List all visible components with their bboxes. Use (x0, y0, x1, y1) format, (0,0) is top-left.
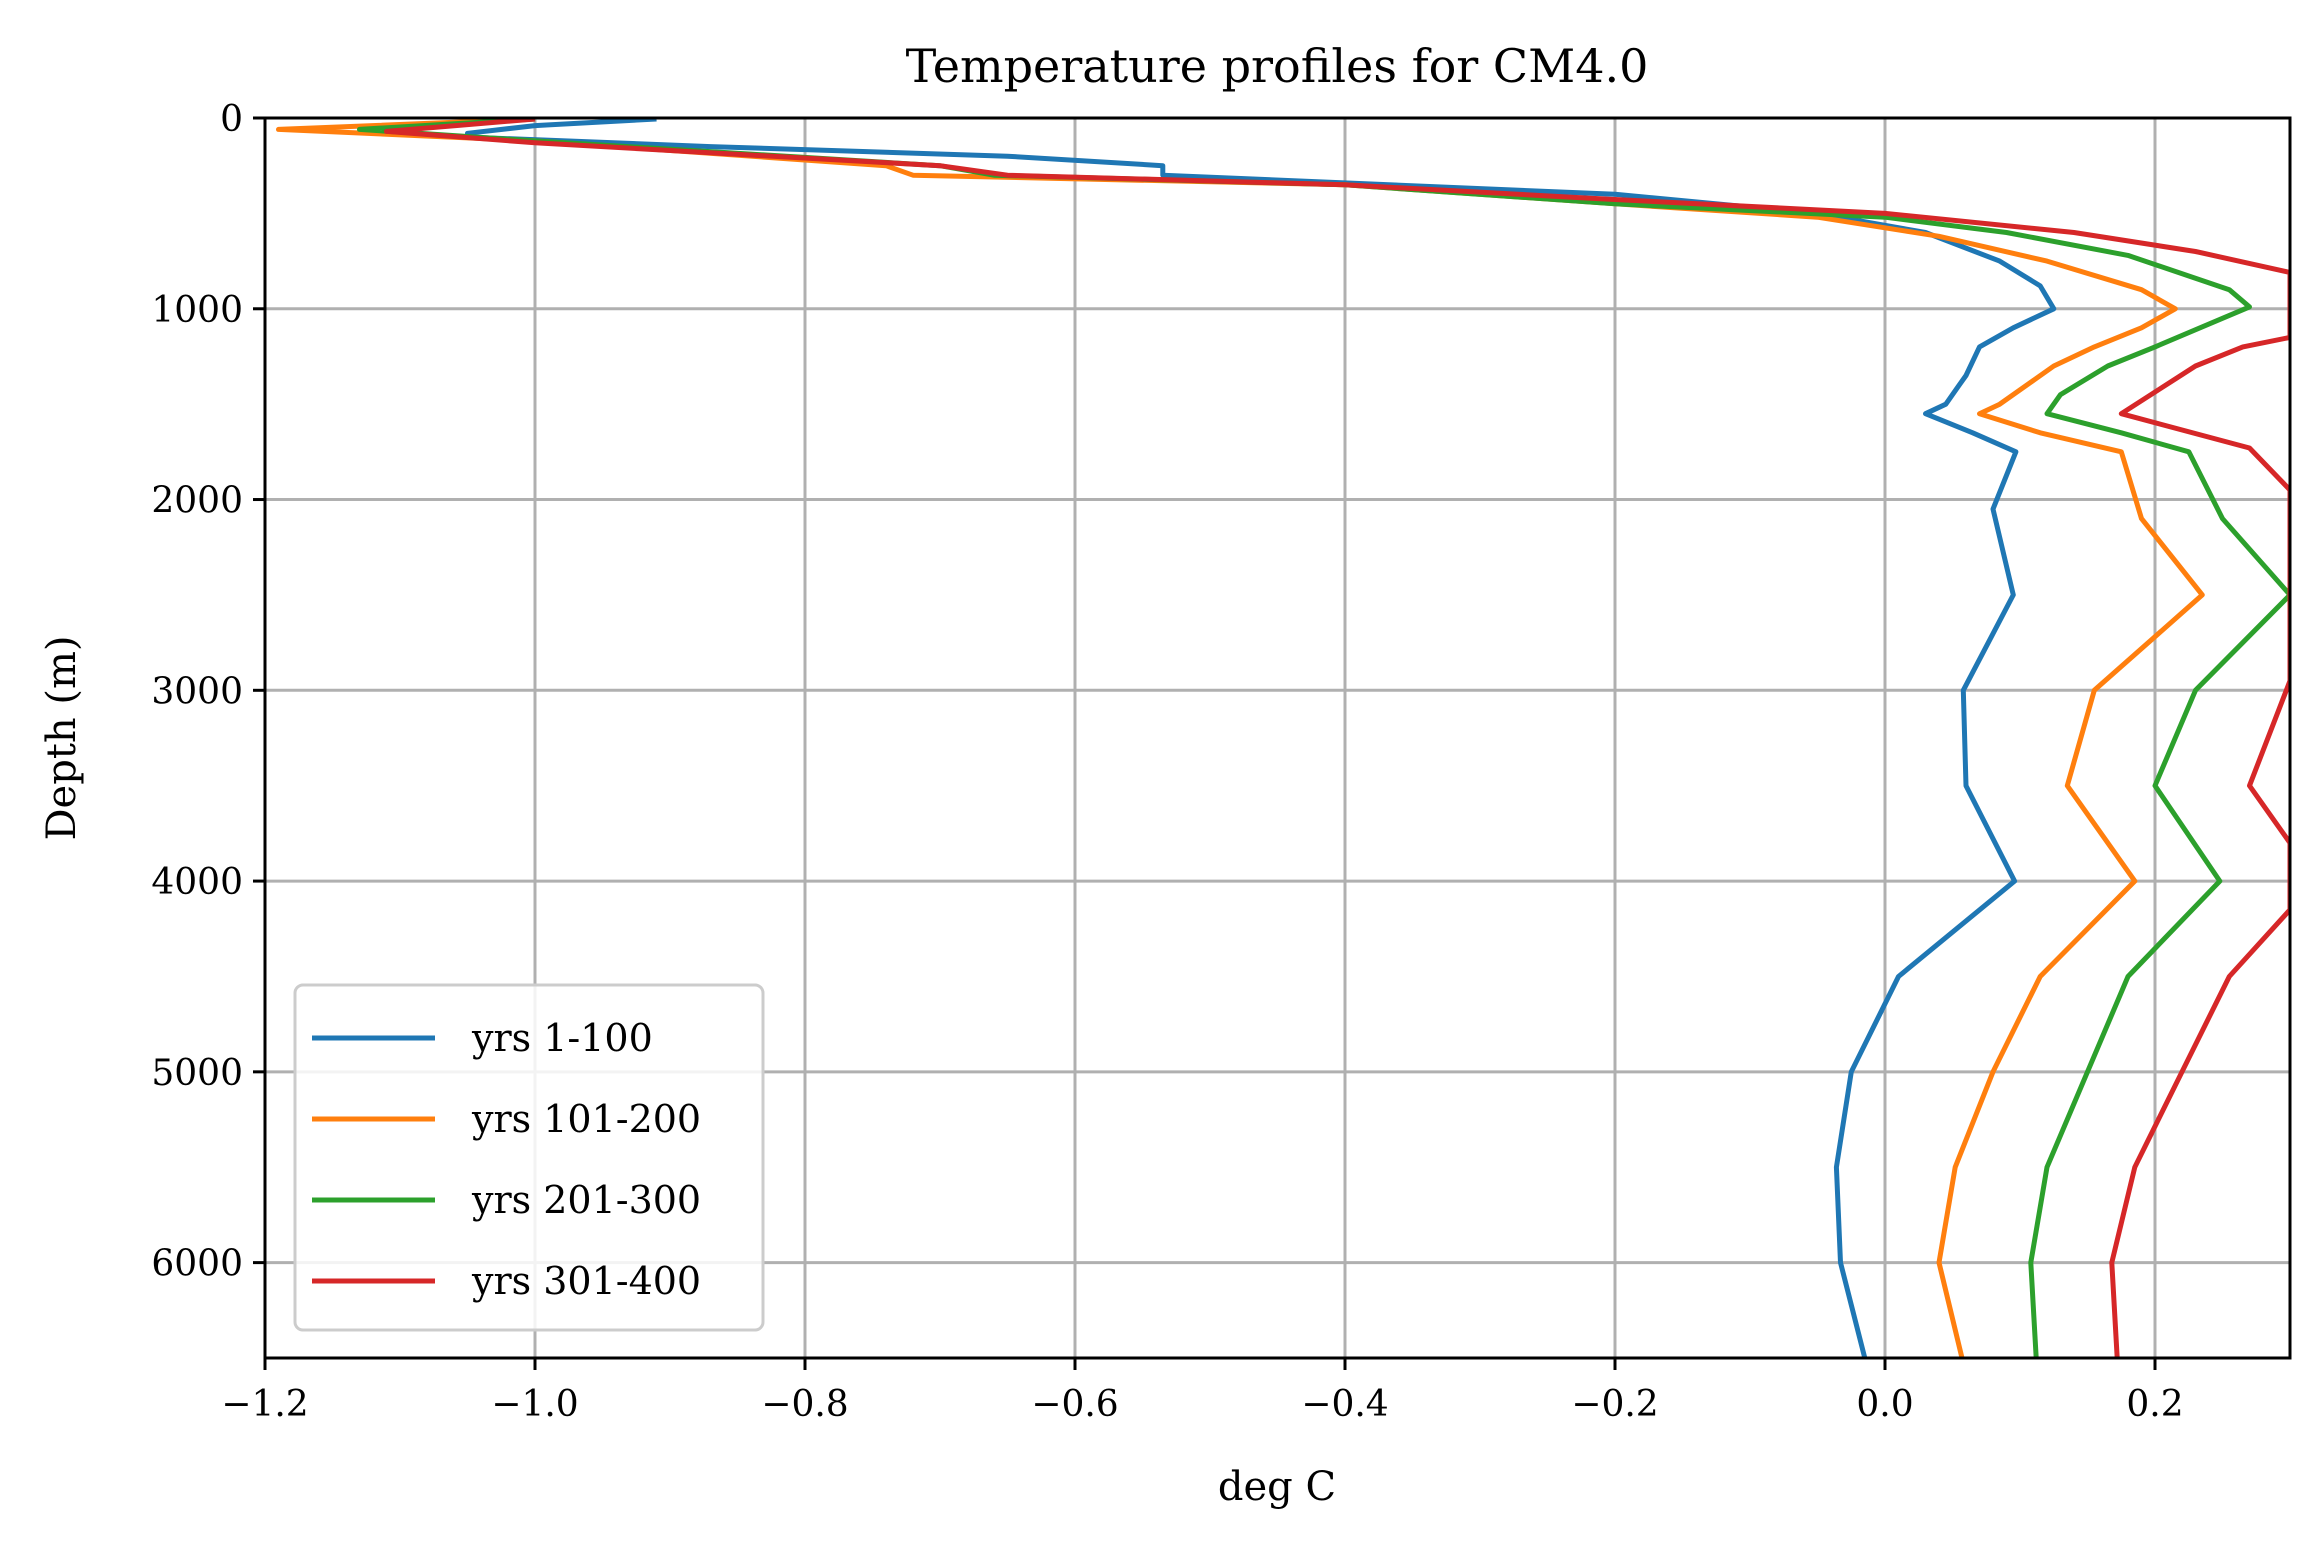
x-tick-label: 0.0 (1856, 1384, 1913, 1425)
x-axis: −1.2 −1.0 −0.8 −0.6 −0.4 −0.2 0.0 0.2 (221, 1358, 2184, 1425)
legend-label: yrs 101-200 (471, 1097, 701, 1141)
x-tick-label: −0.6 (1031, 1384, 1118, 1425)
x-tick-label: −0.8 (761, 1384, 848, 1425)
legend-label: yrs 301-400 (471, 1259, 701, 1303)
y-tick-label: 3000 (151, 671, 243, 712)
legend: yrs 1-100 yrs 101-200 yrs 201-300 yrs 301-4… (293, 983, 765, 1332)
y-tick-label: 6000 (151, 1244, 243, 1285)
y-tick-label: 5000 (151, 1053, 243, 1094)
x-tick-label: −1.0 (491, 1384, 578, 1425)
series-line-4 (384, 118, 2290, 1358)
legend-label: yrs 201-300 (471, 1178, 701, 1222)
plot-area (276, 118, 2290, 1358)
chart-title: Temperature profiles for CM4.0 (906, 39, 1649, 93)
x-tick-label: −0.2 (1571, 1384, 1658, 1425)
x-tick-label: 0.2 (2126, 1384, 2183, 1425)
legend-label: yrs 1-100 (471, 1016, 653, 1060)
y-tick-label: 4000 (151, 862, 243, 903)
y-tick-label: 2000 (151, 481, 243, 522)
x-tick-label: −0.4 (1301, 1384, 1388, 1425)
y-axis-label: Depth (m) (39, 635, 85, 840)
x-tick-label: −1.2 (221, 1384, 308, 1425)
y-tick-label: 1000 (151, 290, 243, 331)
series-line-1 (465, 118, 2057, 1358)
legend-frame (293, 983, 765, 1332)
axes-frame (263, 116, 2292, 1360)
y-tick-label: 0 (220, 99, 243, 140)
y-axis: 0 1000 2000 3000 4000 5000 6000 (151, 99, 265, 1285)
x-axis-label: deg C (1218, 1464, 1336, 1510)
